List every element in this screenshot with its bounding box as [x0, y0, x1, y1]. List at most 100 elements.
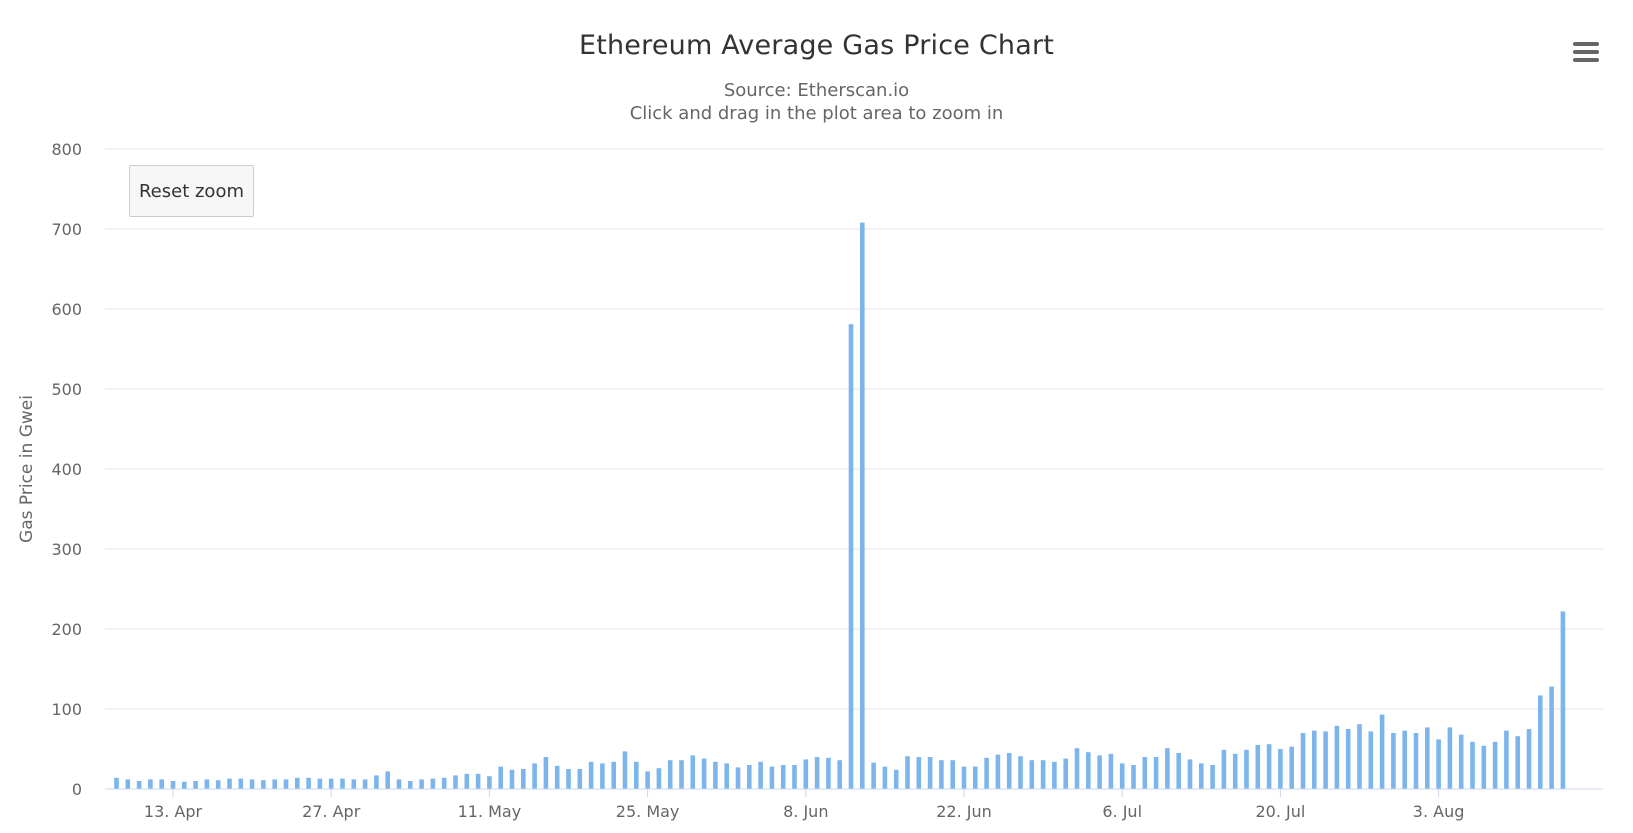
bar[interactable]	[125, 779, 131, 789]
bar[interactable]	[1345, 729, 1351, 789]
bar[interactable]	[1153, 757, 1159, 789]
bar[interactable]	[679, 760, 684, 789]
bar[interactable]	[939, 760, 944, 789]
bar[interactable]	[984, 757, 989, 789]
bar[interactable]	[656, 768, 662, 789]
bar[interactable]	[758, 761, 763, 789]
bar[interactable]	[283, 779, 289, 789]
bar[interactable]	[1504, 730, 1509, 789]
bar[interactable]	[1210, 765, 1215, 789]
bar[interactable]	[1244, 749, 1249, 789]
bar[interactable]	[645, 771, 650, 789]
bar[interactable]	[814, 757, 820, 789]
bar[interactable]	[701, 758, 707, 789]
bar[interactable]	[961, 766, 967, 789]
bar[interactable]	[1481, 745, 1487, 789]
bar[interactable]	[1323, 731, 1328, 789]
bar[interactable]	[464, 773, 470, 789]
bar[interactable]	[1447, 727, 1453, 789]
bar[interactable]	[1063, 758, 1068, 789]
bar[interactable]	[747, 765, 752, 789]
bar[interactable]	[1334, 725, 1340, 789]
bar[interactable]	[1413, 733, 1419, 789]
bar[interactable]	[803, 759, 809, 789]
bar[interactable]	[441, 777, 447, 789]
bar[interactable]	[1232, 753, 1238, 789]
bar[interactable]	[374, 775, 379, 789]
bar[interactable]	[1538, 695, 1543, 789]
bar[interactable]	[362, 779, 368, 789]
bar-series[interactable]	[114, 222, 1566, 790]
bar[interactable]	[317, 778, 323, 789]
bar[interactable]	[182, 781, 187, 789]
bar[interactable]	[588, 761, 594, 789]
bar[interactable]	[521, 769, 526, 789]
bar[interactable]	[792, 765, 797, 789]
bar[interactable]	[1357, 724, 1362, 789]
bar[interactable]	[1119, 763, 1125, 789]
bar[interactable]	[1312, 730, 1317, 789]
bar[interactable]	[927, 757, 933, 789]
bar[interactable]	[554, 765, 560, 789]
bar[interactable]	[1199, 763, 1204, 789]
bar[interactable]	[1097, 755, 1102, 789]
bar[interactable]	[769, 766, 775, 789]
bar[interactable]	[622, 751, 628, 789]
bar[interactable]	[385, 771, 390, 789]
bar[interactable]	[1108, 753, 1114, 789]
bar[interactable]	[272, 779, 277, 789]
bar[interactable]	[837, 760, 842, 789]
bar[interactable]	[1266, 744, 1272, 789]
bar[interactable]	[1006, 753, 1012, 789]
bar[interactable]	[532, 763, 537, 789]
bar[interactable]	[735, 767, 741, 789]
bar[interactable]	[1131, 765, 1136, 789]
bar[interactable]	[1074, 748, 1080, 789]
bar[interactable]	[498, 766, 503, 789]
bar[interactable]	[249, 779, 255, 789]
bar[interactable]	[600, 763, 605, 789]
bar[interactable]	[1379, 714, 1385, 789]
bar[interactable]	[227, 778, 232, 789]
bar[interactable]	[204, 779, 210, 789]
bar[interactable]	[1142, 757, 1148, 789]
bar[interactable]	[893, 769, 899, 789]
bar[interactable]	[419, 779, 424, 789]
bar[interactable]	[1176, 753, 1181, 789]
bar[interactable]	[408, 781, 413, 789]
bar[interactable]	[566, 769, 571, 789]
bar[interactable]	[1560, 611, 1566, 789]
bar[interactable]	[238, 778, 244, 789]
bar[interactable]	[1187, 759, 1193, 789]
bar[interactable]	[1391, 733, 1396, 789]
bar[interactable]	[1300, 733, 1306, 789]
bar[interactable]	[667, 760, 673, 789]
bar[interactable]	[1425, 727, 1430, 789]
bar[interactable]	[396, 779, 402, 789]
bar[interactable]	[170, 781, 176, 789]
bar[interactable]	[1052, 761, 1057, 789]
bar[interactable]	[1402, 730, 1407, 789]
bar[interactable]	[1221, 749, 1227, 789]
bar[interactable]	[1526, 729, 1532, 789]
hamburger-menu-icon[interactable]	[1566, 38, 1606, 68]
bar[interactable]	[487, 776, 492, 789]
bar[interactable]	[1165, 748, 1170, 789]
bar[interactable]	[306, 777, 311, 789]
bar[interactable]	[577, 769, 583, 789]
bar[interactable]	[1515, 736, 1520, 789]
bar[interactable]	[713, 761, 718, 789]
bar[interactable]	[995, 754, 1001, 789]
bar[interactable]	[916, 757, 922, 789]
bar[interactable]	[159, 779, 164, 789]
bar[interactable]	[780, 765, 786, 789]
bar[interactable]	[611, 761, 616, 789]
bar[interactable]	[261, 780, 266, 789]
bar[interactable]	[475, 773, 481, 789]
bar[interactable]	[826, 757, 831, 789]
bar[interactable]	[1368, 731, 1374, 789]
bar[interactable]	[351, 779, 357, 789]
bar[interactable]	[193, 781, 198, 789]
bar[interactable]	[634, 761, 639, 789]
bar[interactable]	[1018, 756, 1023, 789]
